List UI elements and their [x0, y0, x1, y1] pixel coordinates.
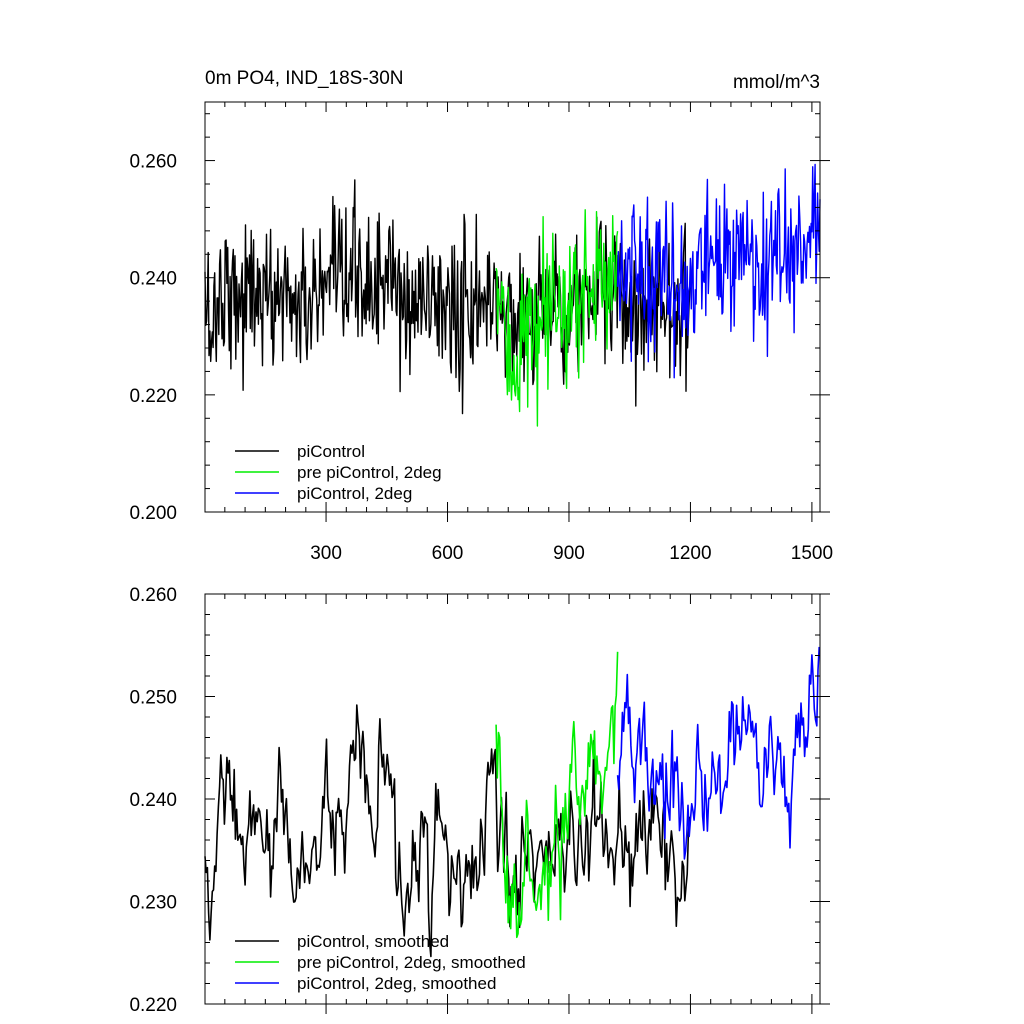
x-tick-label: 1200: [669, 543, 711, 564]
x-tick-label: 600: [432, 543, 464, 564]
x-tick-label: 300: [310, 543, 342, 564]
y-tick-label: 0.260: [129, 152, 177, 173]
series-group: [204, 646, 820, 958]
bottom-panel: 0.220 0.230 0.240 0.250 0.260 piControl, smo…: [129, 585, 830, 1016]
units-label: mmol/m^3: [733, 72, 820, 93]
x-tick-label: 1500: [791, 543, 833, 564]
legend-label: pre piControl, 2deg, smoothed: [297, 953, 526, 972]
y-tick-label: 0.240: [129, 790, 177, 811]
y-tick-label: 0.240: [129, 269, 177, 290]
legend-label: piControl, 2deg, smoothed: [297, 974, 496, 993]
legend-label: pre piControl, 2deg: [297, 463, 442, 482]
legend-label: piControl, 2deg: [297, 484, 412, 503]
series-group: [204, 163, 821, 427]
legend-label: piControl: [297, 442, 365, 461]
series-line-pre-picontrol-2deg: [495, 209, 619, 427]
series-line-picontrol: [204, 179, 691, 415]
y-tick-label: 0.260: [129, 585, 177, 606]
panel-title: 0m PO4, IND_18S-30N: [205, 68, 404, 89]
plot-frame: [204, 101, 821, 513]
axis-ticks: 0.220 0.230 0.240 0.250 0.260: [129, 585, 830, 1016]
series-line-picontrol-2deg: [616, 163, 821, 379]
series-line-pre-picontrol-2deg-smoothed: [495, 651, 619, 939]
series-line-picontrol-2deg-smoothed: [616, 646, 820, 860]
legend: piControl, smoothed pre piControl, 2deg, …: [235, 932, 526, 993]
y-tick-label: 0.220: [129, 386, 177, 407]
y-tick-label: 0.220: [129, 995, 177, 1016]
legend: piControl pre piControl, 2deg piControl, 2…: [235, 442, 442, 503]
y-tick-label: 0.250: [129, 688, 177, 709]
axis-ticks: 300 600 900 1200 1500 0.200 0.220 0.240 0.260: [129, 102, 833, 564]
legend-label: piControl, smoothed: [297, 932, 449, 951]
top-panel: 0m PO4, IND_18S-30N mmol/m^3 300 600 900 12…: [129, 68, 833, 564]
y-tick-label: 0.200: [129, 503, 177, 524]
y-tick-label: 0.230: [129, 893, 177, 914]
series-line-picontrol-smoothed: [204, 704, 691, 958]
x-tick-label: 900: [553, 543, 585, 564]
